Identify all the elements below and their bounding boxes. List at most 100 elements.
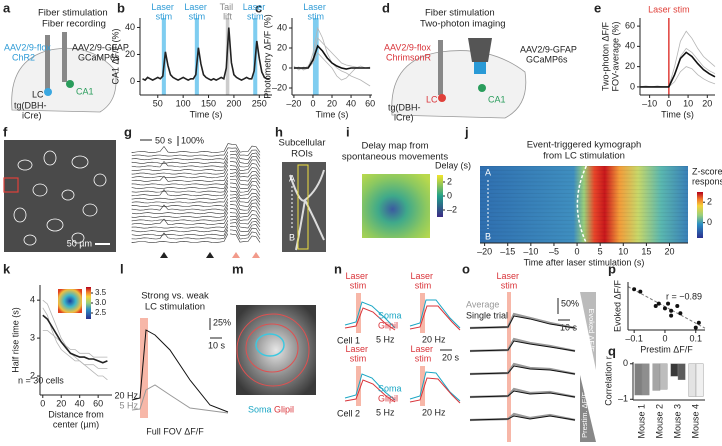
gradient-wedge <box>580 292 596 370</box>
scale-label: 25% <box>213 317 231 327</box>
y-tick-label: 2 <box>30 370 35 380</box>
virus-label: GCaMP6s <box>78 52 120 62</box>
x-tick-label: –20 <box>286 98 301 108</box>
bar <box>652 363 661 391</box>
cell-trace <box>131 211 261 222</box>
y-tick-label: 0 <box>630 81 635 91</box>
colorbar-tick-label: 0 <box>447 190 452 200</box>
x-tick-label: 20 <box>327 98 337 108</box>
bar <box>641 363 650 396</box>
x-tick-label: 0.1 <box>690 333 703 343</box>
point <box>693 325 698 330</box>
window <box>474 62 486 74</box>
x-tick-label: 250 <box>252 98 267 108</box>
colorbar <box>697 192 703 238</box>
kymograph-row <box>480 169 688 171</box>
panel-a: Fiber stimulation Fiber recording AAV2/9… <box>4 8 129 121</box>
colorbar <box>437 175 443 217</box>
panel-letter: h <box>275 124 283 139</box>
category-label: Mouse 4 <box>690 404 700 439</box>
panel-d: Fiber stimulation Two-photon imaging AAV… <box>384 8 577 123</box>
y-tick-label: –20 <box>272 82 287 92</box>
y-tick-label: 20 <box>625 61 635 71</box>
scale-label: 20 s <box>442 352 460 362</box>
annotation: n = 30 cells <box>18 375 64 385</box>
gradient-wedge <box>580 375 596 442</box>
trace-soma <box>344 373 396 401</box>
cell-trace <box>131 157 261 168</box>
panel-g: 50 s 100% <box>131 135 261 258</box>
colorbar-tick-label: 0 <box>707 217 712 227</box>
stim-marker <box>232 252 260 258</box>
virus-label: ChrimsonR <box>386 52 432 62</box>
stim-label: Laser stim <box>345 344 370 363</box>
micrograph <box>4 140 116 252</box>
trace-strong <box>131 329 229 413</box>
soma-roi <box>255 333 285 357</box>
inset-map <box>58 289 82 313</box>
delay-map <box>362 174 430 238</box>
lc-site <box>438 94 446 102</box>
legend-weak: 5 Hz <box>119 400 138 410</box>
average-trace <box>469 315 576 329</box>
panel-letter: b <box>117 0 125 15</box>
panel-f: 50 µm <box>3 140 116 252</box>
point <box>669 313 674 318</box>
virus-label: GCaMP6s <box>526 54 568 64</box>
scale-label: 50 s <box>155 135 173 145</box>
scale-label: 10 s <box>208 340 226 350</box>
title: spontaneous movements <box>342 152 448 163</box>
series-line <box>640 51 716 88</box>
point <box>632 287 637 292</box>
cell-trace <box>131 168 261 179</box>
x-axis-label: Time (s) <box>661 109 694 119</box>
point <box>666 301 671 306</box>
y-tick-label: 20 <box>277 42 287 52</box>
point <box>656 301 661 306</box>
x-axis-label: Distance from <box>48 409 104 419</box>
legend-gliapil: Glipil <box>274 404 294 414</box>
single-trial <box>469 362 576 376</box>
objective <box>468 38 492 62</box>
freq-label: 5 Hz <box>376 407 395 417</box>
kymograph-row <box>480 200 688 202</box>
x-tick-label: –0.1 <box>625 333 643 343</box>
stim-label: Laser stim <box>345 271 370 290</box>
cell-trace <box>131 218 261 229</box>
fiber <box>62 32 67 82</box>
kymograph-row <box>480 189 688 191</box>
x-axis-label: Prestim ΔF/F <box>640 344 693 354</box>
point <box>675 304 680 308</box>
cell-trace <box>131 225 261 236</box>
lc-site <box>44 88 52 96</box>
region-label: Tail lift <box>220 2 236 21</box>
region-label: Laser stim <box>151 2 176 21</box>
kymograph-row <box>480 216 688 218</box>
title: Strong vs. weak <box>141 291 209 302</box>
kymograph-row <box>480 231 688 233</box>
series-line <box>293 44 371 70</box>
series-line <box>42 330 108 358</box>
cell-trace <box>131 186 261 197</box>
scale-label: 100% <box>181 135 204 145</box>
panel-l: Strong vs. weak LC stimulation 25% 10 s … <box>114 291 231 437</box>
shaded-region <box>161 18 166 95</box>
virus-label: AAV2/9-GFAP <box>520 44 577 54</box>
kymograph-row <box>480 212 688 214</box>
kymograph-row <box>480 173 688 175</box>
gliapil-ring <box>245 323 299 373</box>
title: Fiber stimulation <box>38 8 108 19</box>
scale-label: 50 µm <box>67 238 92 248</box>
series-line <box>42 299 108 381</box>
roi-strip <box>297 164 309 250</box>
y-tick-label: 0 <box>282 62 287 72</box>
cell-trace <box>131 190 261 200</box>
x-tick-label: –15 <box>500 246 515 256</box>
x-axis-label: center (µm) <box>53 419 99 429</box>
y-tick-label: 20 <box>125 49 135 59</box>
colorbar-tick-label: –2 <box>447 204 457 214</box>
virus-label: AAV2/9-flox <box>4 42 51 52</box>
title: LC stimulation <box>145 302 205 313</box>
cell-trace <box>131 215 261 225</box>
x-tick-label: 60 <box>93 398 103 408</box>
